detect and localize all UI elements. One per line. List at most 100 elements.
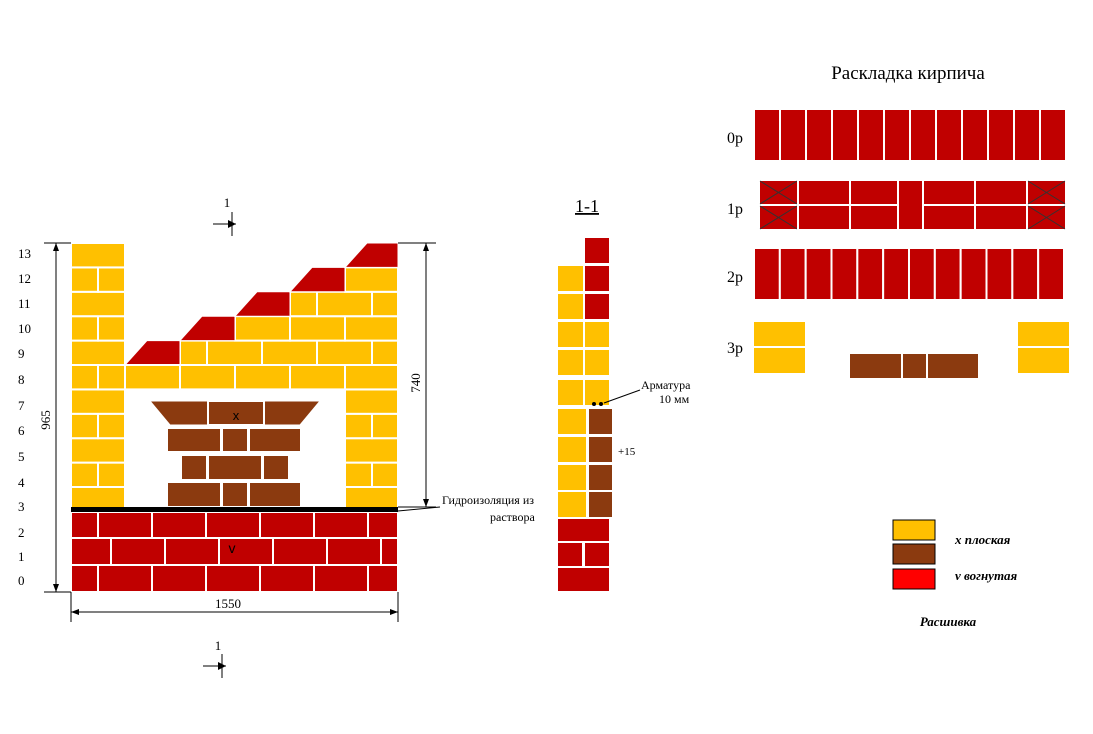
brick [987, 108, 1015, 162]
cross-mark [1027, 205, 1066, 230]
row-number: 2 [18, 525, 25, 540]
cross-mark [759, 180, 798, 205]
brick [848, 352, 903, 380]
brick [583, 292, 611, 321]
section-bricks [556, 236, 614, 593]
cap-brick [233, 291, 291, 317]
row-number: 0 [18, 573, 25, 588]
layout-plan-title: Раскладка кирпича [831, 63, 985, 84]
brick [587, 407, 614, 436]
dimension-height-total: 965 [38, 242, 71, 593]
section-title: 1-1 [575, 196, 599, 216]
brick [556, 407, 588, 436]
brick [856, 247, 885, 301]
brick [371, 461, 399, 489]
brick [70, 364, 99, 391]
cap-brick [288, 266, 346, 293]
brick [70, 290, 126, 318]
brick [1016, 346, 1071, 375]
waterproofing-label-line2: раствора [490, 510, 535, 524]
brick [753, 108, 781, 162]
brick [805, 108, 833, 162]
brick [849, 204, 899, 231]
section-mark-bottom: 1 [203, 638, 226, 678]
legend-title: Расшивка [920, 614, 977, 629]
brick [205, 564, 261, 593]
brick [778, 247, 807, 301]
legend: х плоская v вогнутая Расшивка [892, 519, 1018, 629]
rebar-label-line2: 10 мм [659, 392, 690, 406]
cap-brick [343, 242, 399, 268]
brick [97, 266, 126, 293]
cross-mark [759, 205, 798, 230]
brick [344, 461, 373, 489]
legend-swatch-brown [892, 543, 936, 565]
brick [587, 435, 614, 464]
arch-brick [180, 454, 208, 481]
brick [272, 537, 328, 566]
cap-brick [178, 315, 236, 342]
dimension-height-upper: 740 [398, 242, 436, 508]
brick [933, 247, 962, 301]
arch-brick [166, 427, 222, 453]
brick [804, 247, 833, 301]
brick [1039, 108, 1067, 162]
brick [583, 264, 611, 293]
row-label-2: 2р [727, 269, 743, 286]
brick [926, 352, 980, 380]
brick [70, 339, 126, 367]
brick [556, 378, 585, 407]
brick [371, 412, 399, 440]
brick [974, 204, 1028, 231]
brick [259, 564, 315, 593]
row-number: 3 [18, 499, 25, 514]
brick [367, 564, 399, 593]
brick [922, 179, 976, 206]
brick [556, 517, 611, 543]
brick [97, 364, 126, 391]
brick [344, 388, 399, 415]
row-number: 11 [18, 296, 31, 311]
waterproofing-layer [71, 507, 398, 512]
brick [70, 388, 126, 415]
brick [831, 108, 859, 162]
section-mark-bottom-label: 1 [215, 638, 222, 653]
brick [779, 108, 807, 162]
rebar-label-line1: Арматура [641, 378, 691, 392]
dimension-width: 1550 [70, 592, 399, 622]
brick [849, 179, 899, 206]
brick [70, 412, 99, 440]
brick [151, 564, 207, 593]
brick [556, 435, 588, 464]
brick-layout-plan: Раскладка кирпича 0р 1р 2р 3р [727, 63, 1071, 380]
brick [556, 264, 585, 293]
brick [1016, 320, 1071, 348]
mark-x: x [233, 408, 240, 423]
offset-label: +15 [618, 446, 636, 458]
dimension-height-upper-label: 740 [408, 373, 423, 393]
arch-brick [221, 481, 249, 508]
legend-label-flat: х плоская [954, 532, 1011, 547]
brick [179, 339, 208, 367]
row-number: 5 [18, 449, 25, 464]
brick [97, 412, 126, 440]
brick [70, 315, 99, 342]
brick [556, 292, 585, 321]
brick [371, 290, 399, 318]
row-label-1: 1р [727, 201, 743, 218]
brick [344, 437, 399, 464]
brick [313, 564, 369, 593]
brick [70, 564, 99, 593]
brick [367, 511, 399, 539]
brick [797, 179, 851, 206]
brick [151, 511, 207, 539]
brick [583, 541, 611, 568]
row-number: 7 [18, 398, 25, 413]
row-label-0: 0р [727, 130, 743, 147]
brick [110, 537, 166, 566]
brick [261, 339, 318, 367]
arch-brick [166, 481, 222, 508]
brick [344, 266, 399, 293]
